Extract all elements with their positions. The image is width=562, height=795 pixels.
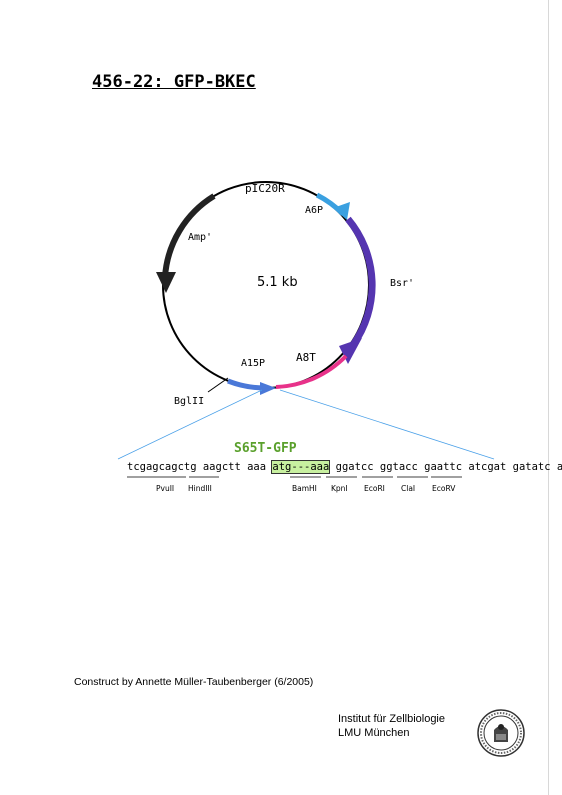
sequence-after: ggatcc ggtacc gaattc atcgat gatatc agatc xyxy=(335,461,562,473)
plasmid-size-label: 5.1 kb xyxy=(257,275,298,290)
site-bamhi: BamHI xyxy=(292,484,317,493)
page-edge-line xyxy=(548,0,549,795)
label-bsr: Bsr' xyxy=(390,278,414,289)
site-pvuii: PvuII xyxy=(156,484,175,493)
a8t-arc xyxy=(275,354,348,389)
zoom-line-right xyxy=(279,389,495,460)
sequence-highlight: atg---aaa xyxy=(271,460,331,474)
site-clai: ClaI xyxy=(401,484,416,493)
label-pic20r: pIC20R xyxy=(245,182,285,195)
institute-block: Institut für Zellbiologie LMU München xyxy=(338,712,445,740)
label-bglii: BglII xyxy=(174,396,204,407)
sequence-line: tcgagcagctg aagctt aaa atg---aaa ggatcc … xyxy=(127,460,562,474)
label-amp: Amp' xyxy=(188,232,212,243)
bsr-arc xyxy=(345,216,376,348)
zoom-line-left xyxy=(117,389,263,460)
bglii-pointer xyxy=(207,377,229,393)
label-a15p: A15P xyxy=(241,358,265,369)
label-a6p: A6P xyxy=(305,205,323,216)
site-ecori: EcoRI xyxy=(364,484,385,493)
a15p-arrowhead xyxy=(260,382,276,395)
credit-line: Construct by Annette Müller-Taubenberger… xyxy=(74,676,314,688)
insert-label: S65T-GFP xyxy=(234,441,297,456)
amp-arc xyxy=(162,193,216,278)
university-seal-icon xyxy=(477,709,525,757)
page-title: 456-22: GFP-BKEC xyxy=(92,72,256,92)
institute-name: Institut für Zellbiologie xyxy=(338,713,445,725)
site-kpni: KpnI xyxy=(331,484,348,493)
site-hindiii: HindIII xyxy=(188,484,212,493)
site-ecorv: EcoRV xyxy=(432,484,456,493)
amp-arrowhead xyxy=(156,272,176,293)
sequence-before: tcgagcagctg aagctt aaa xyxy=(127,461,273,473)
institute-university: LMU München xyxy=(338,727,410,739)
a15p-arc xyxy=(227,378,265,391)
a6p-arrowhead xyxy=(333,202,350,220)
label-a8t: A8T xyxy=(296,351,316,364)
